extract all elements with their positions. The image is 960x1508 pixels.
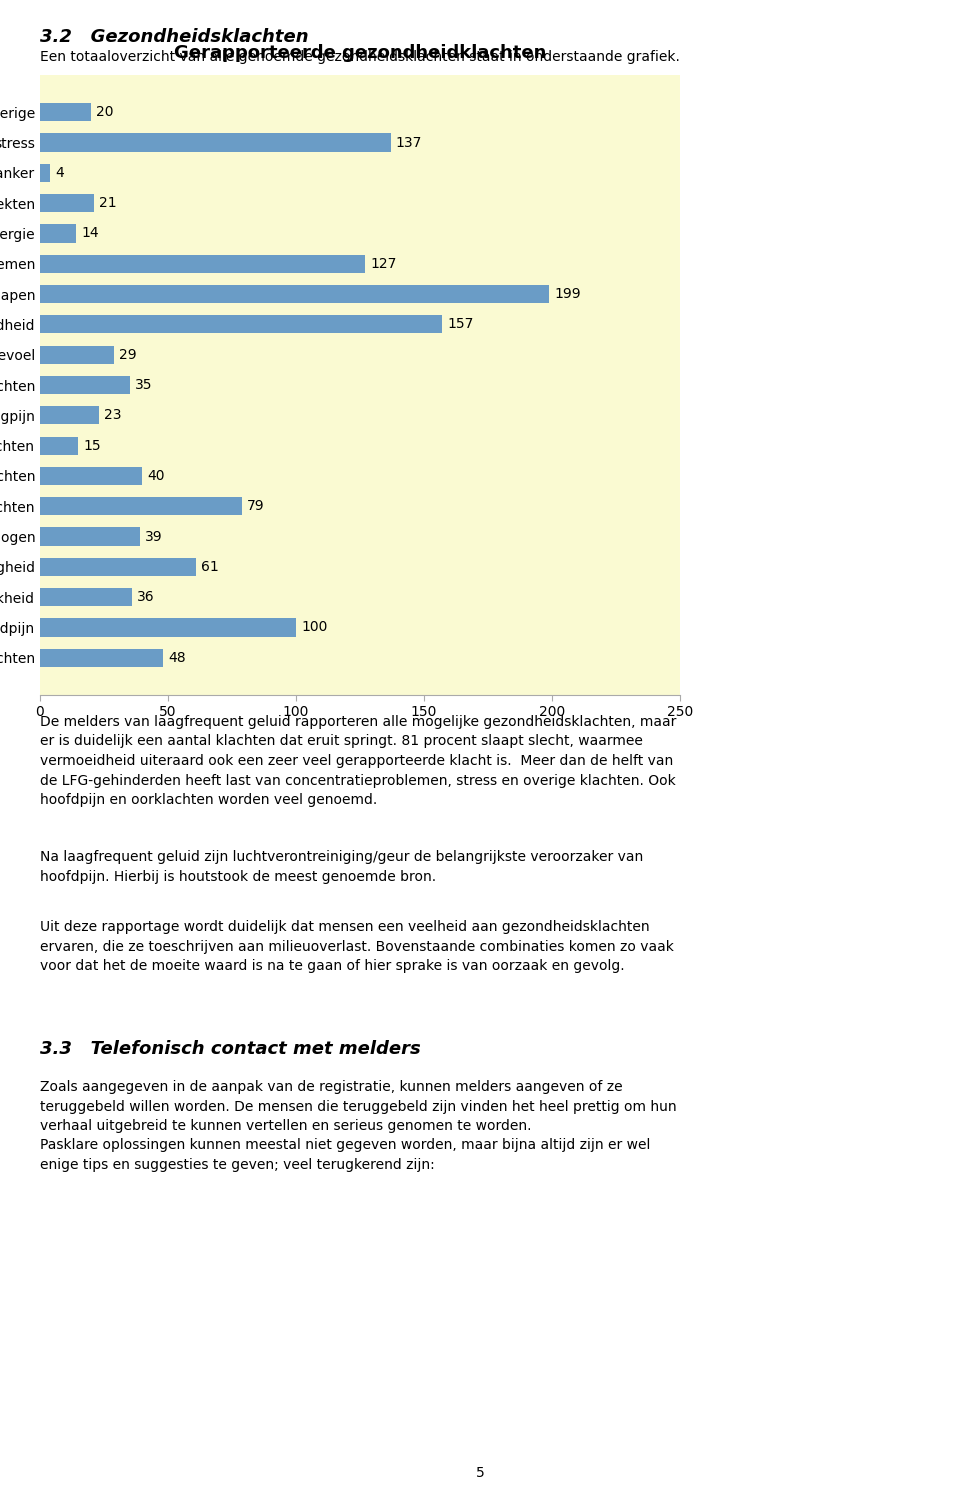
Text: 3.3   Telefonisch contact met melders: 3.3 Telefonisch contact met melders [40,1041,421,1059]
Bar [40,255,365,273]
Text: 20: 20 [96,106,114,119]
Bar [40,345,114,363]
Text: 35: 35 [134,379,153,392]
Bar [40,436,79,455]
Bar [40,528,140,546]
Text: 14: 14 [81,226,99,240]
Text: 137: 137 [396,136,422,149]
Text: 21: 21 [99,196,116,210]
Title: Gerapporteerde gezondheidklachten: Gerapporteerde gezondheidklachten [174,44,546,62]
Text: Na laagfrequent geluid zijn luchtverontreiniging/geur de belangrijkste veroorzak: Na laagfrequent geluid zijn luchtverontr… [40,851,643,884]
Text: 29: 29 [119,348,137,362]
Bar [40,648,163,667]
Text: De melders van laagfrequent geluid rapporteren alle mogelijke gezondheidsklachte: De melders van laagfrequent geluid rappo… [40,715,677,807]
Bar [40,588,132,606]
Text: 157: 157 [447,317,473,332]
Bar [40,134,391,152]
Text: 79: 79 [248,499,265,513]
Text: 5: 5 [475,1466,485,1479]
Bar [40,315,442,333]
Text: 48: 48 [168,651,185,665]
Text: Een totaaloverzicht van alle genoemde gezondheidsklachten staat in onderstaande : Een totaaloverzicht van alle genoemde ge… [40,50,681,63]
Text: 36: 36 [137,590,155,605]
Text: 39: 39 [145,529,162,543]
Bar [40,164,50,182]
Text: 23: 23 [104,409,122,422]
Bar [40,103,91,121]
Text: 199: 199 [555,287,581,302]
Text: Uit deze rapportage wordt duidelijk dat mensen een veelheid aan gezondheidsklach: Uit deze rapportage wordt duidelijk dat … [40,920,674,973]
Bar [40,558,196,576]
Bar [40,195,94,213]
Bar [40,467,142,486]
Text: 3.2   Gezondheidsklachten: 3.2 Gezondheidsklachten [40,29,309,47]
Bar [40,498,242,516]
Text: Zoals aangegeven in de aanpak van de registratie, kunnen melders aangeven of ze
: Zoals aangegeven in de aanpak van de reg… [40,1080,677,1172]
Text: 100: 100 [301,620,327,635]
Bar [40,225,76,243]
Text: 40: 40 [148,469,165,483]
Text: 127: 127 [371,256,396,271]
Text: 4: 4 [56,166,64,179]
Bar [40,406,99,424]
Bar [40,618,296,636]
Text: 61: 61 [202,559,219,575]
Text: 15: 15 [84,439,101,452]
Bar [40,375,130,394]
Bar [40,285,549,303]
